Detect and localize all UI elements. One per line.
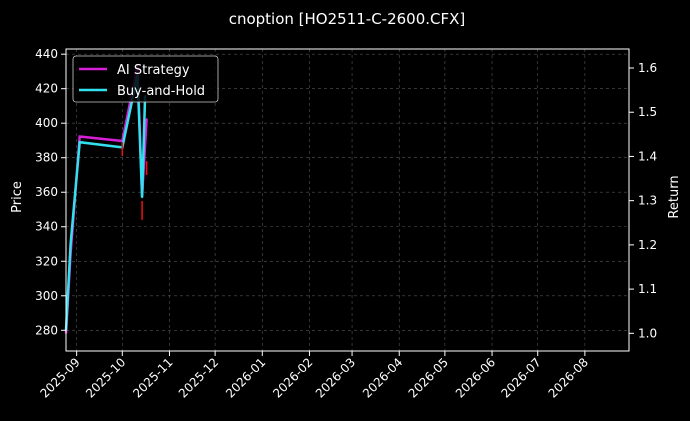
series-buy-and-hold-point <box>141 196 143 199</box>
y-tick-label: 380 <box>35 151 58 165</box>
legend-buy-and-hold-label: Buy-and-Hold <box>117 84 205 99</box>
y2-tick-label: 1.2 <box>638 238 657 252</box>
y2-tick-label: 1.1 <box>638 282 657 296</box>
series-ai-strategy-point <box>145 118 148 120</box>
right-axis-title: Return <box>667 175 682 218</box>
chart-title: cnoption [HO2511-C-2600.CFX] <box>229 10 466 28</box>
y2-tick-label: 1.6 <box>638 61 657 75</box>
y-tick-label: 360 <box>35 185 58 199</box>
y-tick-label: 300 <box>35 289 58 303</box>
y-tick-label: 320 <box>35 254 58 268</box>
y2-tick-label: 1.5 <box>638 105 657 119</box>
y2-tick-label: 1.4 <box>638 149 657 163</box>
y-tick-label: 440 <box>35 47 58 61</box>
grid-lines <box>66 49 629 351</box>
legend: AI Strategy Buy-and-Hold <box>72 55 219 103</box>
y2-tick-label: 1.3 <box>638 194 657 208</box>
series-buy-and-hold-point <box>78 141 81 143</box>
series-buy-and-hold-point <box>69 243 72 245</box>
plot-frame <box>65 48 630 352</box>
legend-ai-strategy-label: AI Strategy <box>117 63 190 78</box>
left-axis-title: Price <box>10 181 25 213</box>
legend-box <box>72 55 219 103</box>
y-tick-label: 400 <box>35 116 58 130</box>
trade-markers <box>121 142 148 220</box>
y-tick-label: 280 <box>35 323 58 337</box>
series-ai-strategy-point <box>78 135 81 138</box>
y2-tick-label: 1.0 <box>638 326 657 340</box>
y-tick-label: 340 <box>35 220 58 234</box>
y-tick-label: 420 <box>35 82 58 96</box>
